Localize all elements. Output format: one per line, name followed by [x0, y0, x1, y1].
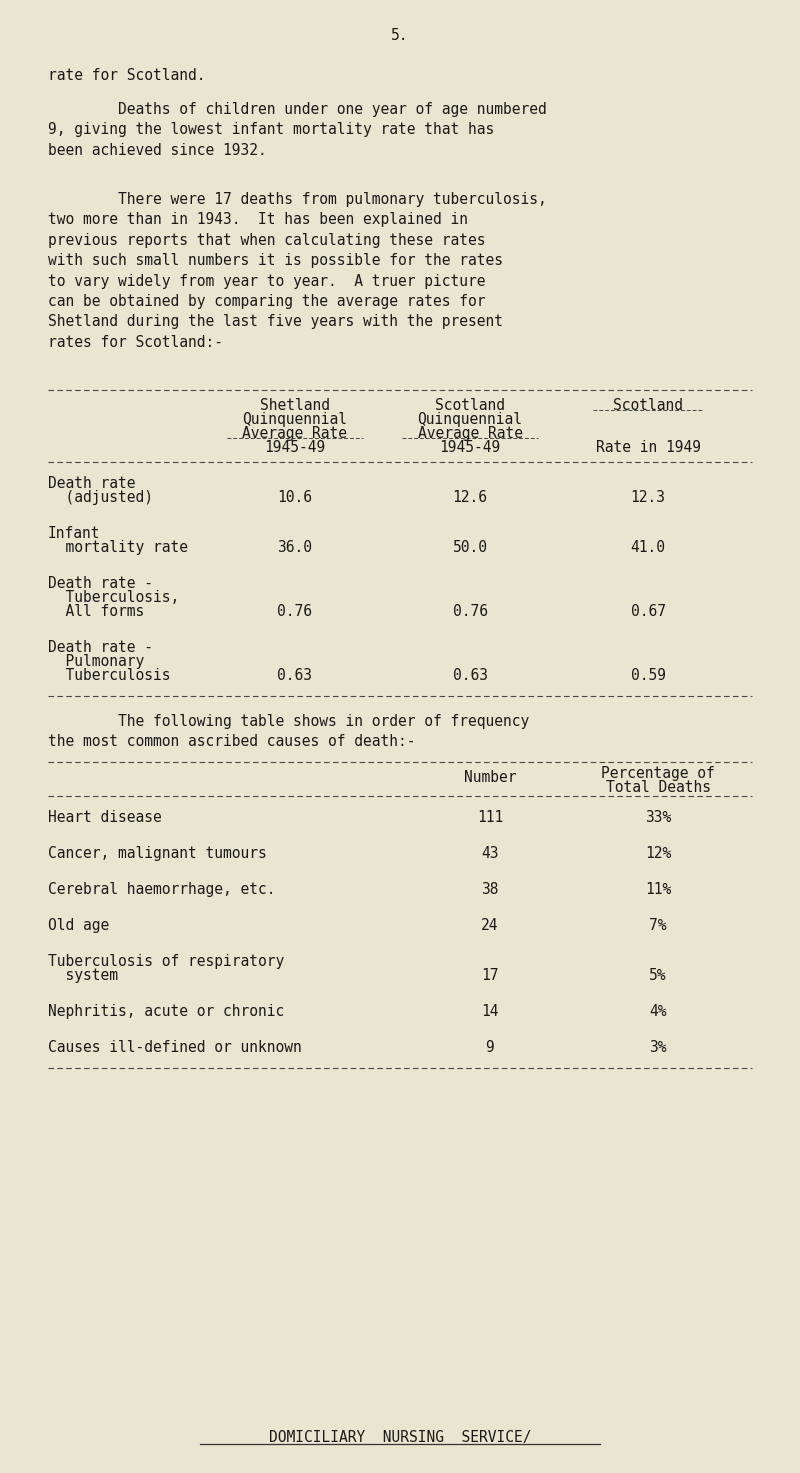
Text: 5%: 5%	[650, 968, 666, 982]
Text: Cancer, malignant tumours: Cancer, malignant tumours	[48, 846, 266, 862]
Text: The following table shows in order of frequency
the most common ascribed causes : The following table shows in order of fr…	[48, 714, 530, 750]
Text: 11%: 11%	[645, 882, 671, 897]
Text: There were 17 deaths from pulmonary tuberculosis,
two more than in 1943.  It has: There were 17 deaths from pulmonary tube…	[48, 191, 546, 349]
Text: Pulmonary: Pulmonary	[48, 654, 144, 669]
Text: Nephritis, acute or chronic: Nephritis, acute or chronic	[48, 1005, 284, 1019]
Text: 12.6: 12.6	[453, 491, 487, 505]
Text: 0.63: 0.63	[453, 667, 487, 683]
Text: 36.0: 36.0	[278, 541, 313, 555]
Text: 41.0: 41.0	[630, 541, 666, 555]
Text: 12.3: 12.3	[630, 491, 666, 505]
Text: 1945-49: 1945-49	[439, 440, 501, 455]
Text: 0.76: 0.76	[453, 604, 487, 619]
Text: Shetland: Shetland	[260, 398, 330, 412]
Text: 1945-49: 1945-49	[264, 440, 326, 455]
Text: 0.67: 0.67	[630, 604, 666, 619]
Text: 12%: 12%	[645, 846, 671, 862]
Text: 14: 14	[482, 1005, 498, 1019]
Text: 17: 17	[482, 968, 498, 982]
Text: 33%: 33%	[645, 810, 671, 825]
Text: Tuberculosis,: Tuberculosis,	[48, 591, 179, 605]
Text: 5.: 5.	[391, 28, 409, 43]
Text: Death rate: Death rate	[48, 476, 135, 491]
Text: rate for Scotland.: rate for Scotland.	[48, 68, 206, 82]
Text: 43: 43	[482, 846, 498, 862]
Text: 0.63: 0.63	[278, 667, 313, 683]
Text: Number: Number	[464, 770, 516, 785]
Text: 0.76: 0.76	[278, 604, 313, 619]
Text: Scotland: Scotland	[613, 398, 683, 412]
Text: 3%: 3%	[650, 1040, 666, 1055]
Text: Scotland: Scotland	[435, 398, 505, 412]
Text: Deaths of children under one year of age numbered
9, giving the lowest infant mo: Deaths of children under one year of age…	[48, 102, 546, 158]
Text: 4%: 4%	[650, 1005, 666, 1019]
Text: All forms: All forms	[48, 604, 144, 619]
Text: Average Rate: Average Rate	[418, 426, 522, 440]
Text: 9: 9	[486, 1040, 494, 1055]
Text: Infant: Infant	[48, 526, 101, 541]
Text: (adjusted): (adjusted)	[48, 491, 153, 505]
Text: Tuberculosis of respiratory: Tuberculosis of respiratory	[48, 955, 284, 969]
Text: DOMICILIARY  NURSING  SERVICE/: DOMICILIARY NURSING SERVICE/	[269, 1430, 531, 1445]
Text: Quinquennial: Quinquennial	[242, 412, 347, 427]
Text: 111: 111	[477, 810, 503, 825]
Text: Death rate -: Death rate -	[48, 576, 153, 591]
Text: Rate in 1949: Rate in 1949	[595, 440, 701, 455]
Text: 24: 24	[482, 918, 498, 932]
Text: 50.0: 50.0	[453, 541, 487, 555]
Text: Cerebral haemorrhage, etc.: Cerebral haemorrhage, etc.	[48, 882, 275, 897]
Text: 0.59: 0.59	[630, 667, 666, 683]
Text: 38: 38	[482, 882, 498, 897]
Text: system: system	[48, 968, 118, 982]
Text: Tuberculosis: Tuberculosis	[48, 667, 170, 683]
Text: Death rate -: Death rate -	[48, 639, 153, 655]
Text: 7%: 7%	[650, 918, 666, 932]
Text: Total Deaths: Total Deaths	[606, 781, 710, 795]
Text: Causes ill-defined or unknown: Causes ill-defined or unknown	[48, 1040, 302, 1055]
Text: mortality rate: mortality rate	[48, 541, 188, 555]
Text: Percentage of: Percentage of	[601, 766, 715, 781]
Text: 10.6: 10.6	[278, 491, 313, 505]
Text: Quinquennial: Quinquennial	[418, 412, 522, 427]
Text: Old age: Old age	[48, 918, 110, 932]
Text: Average Rate: Average Rate	[242, 426, 347, 440]
Text: Heart disease: Heart disease	[48, 810, 162, 825]
